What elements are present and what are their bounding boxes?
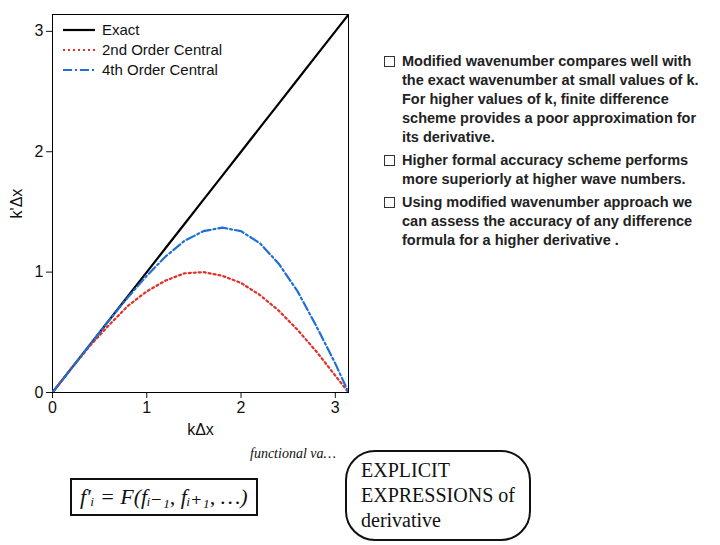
html-text:derivative: derivative (361, 509, 441, 531)
svg-text:2: 2 (35, 143, 44, 160)
svg-text:3: 3 (331, 399, 340, 416)
svg-text:0: 0 (35, 384, 44, 401)
svg-text:0: 0 (48, 399, 57, 416)
svg-text:kΔx: kΔx (187, 421, 214, 438)
svg-text:1: 1 (35, 263, 44, 280)
svg-text:2: 2 (237, 399, 246, 416)
html-text:Exact: Exact (102, 21, 140, 38)
html-text:2nd Order Central: 2nd Order Central (102, 41, 223, 58)
html-text:functional va…: functional va… (250, 446, 336, 461)
svg-text:1: 1 (142, 399, 151, 416)
html-text:EXPLICIT: EXPLICIT (361, 459, 450, 481)
html-text:f′ᵢ = F(fᵢ₋₁, fᵢ₊₁, …): f′ᵢ = F(fᵢ₋₁, fᵢ₊₁, …) (80, 484, 248, 509)
html-text:EXPRESSIONS of: EXPRESSIONS of (361, 484, 515, 506)
html-text:Modified wavenumber compares w: Modified wavenumber compares well with t… (402, 53, 699, 145)
svg-text:k'Δx: k'Δx (8, 189, 25, 219)
html-text:4th Order Central: 4th Order Central (102, 61, 218, 78)
svg-text:3: 3 (35, 22, 44, 39)
html-text:Higher formal accuracy scheme: Higher formal accuracy scheme performs m… (402, 152, 689, 187)
html-text:Using modified wavenumber appr: Using modified wavenumber approach we ca… (402, 194, 693, 248)
